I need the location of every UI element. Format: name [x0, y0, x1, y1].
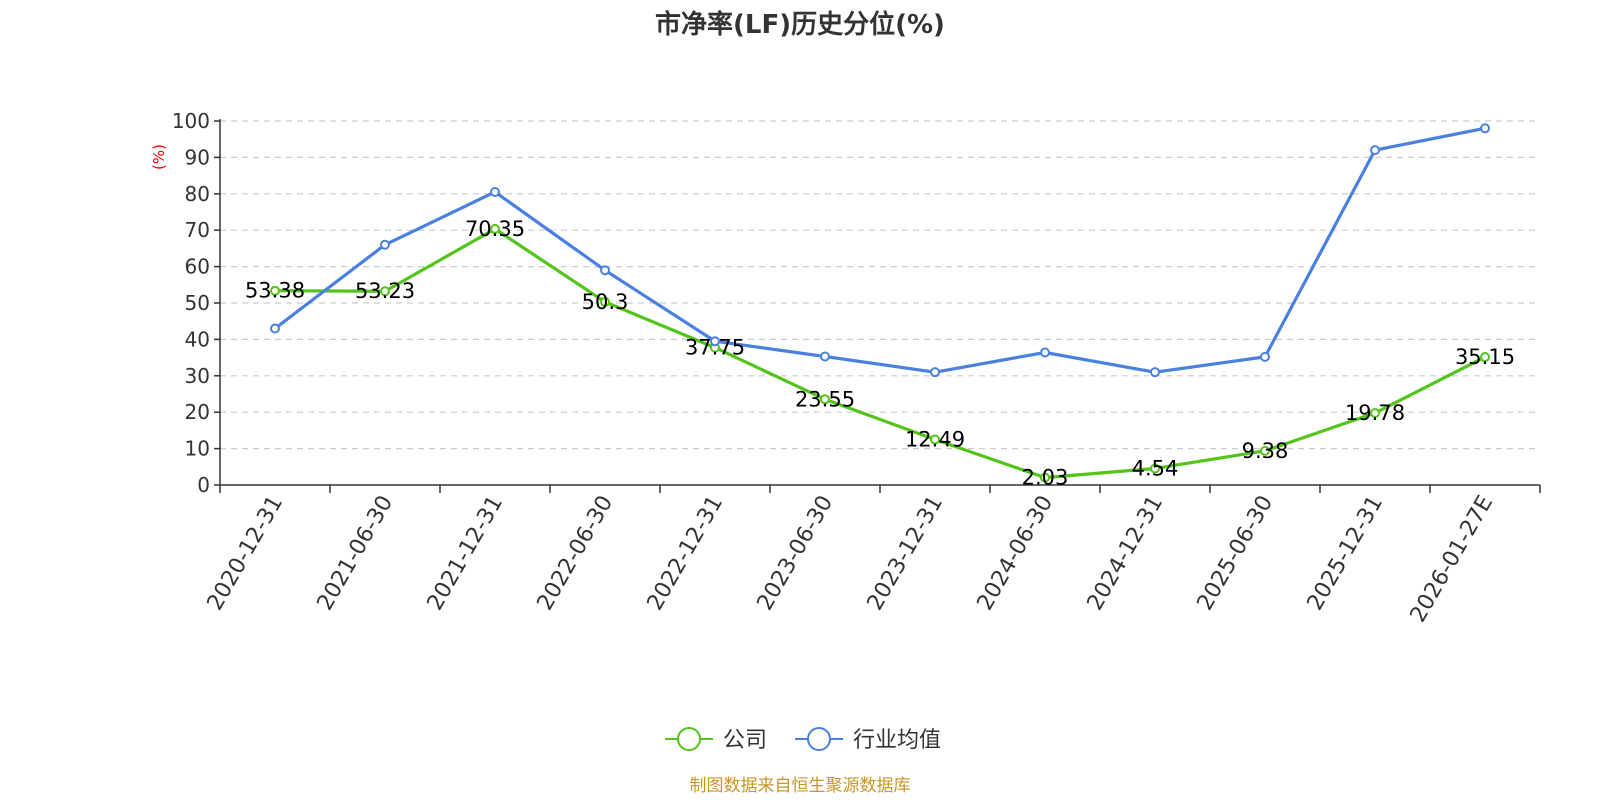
data-point[interactable]: [1370, 145, 1380, 156]
legend-item-1[interactable]: 行业均值: [795, 727, 941, 753]
x-tick-label: 2021-06-30: [313, 492, 399, 615]
data-point[interactable]: [380, 239, 390, 250]
x-tick-label: 2025-06-30: [1193, 492, 1279, 615]
data-labels: 53.38 53.23 70.35 50.3 37.75 23.55 12.49 2.03 4.…: [245, 217, 1515, 490]
y-tick-label: 30: [185, 364, 210, 388]
data-label: 37.75: [685, 336, 745, 360]
x-tick-label: 2026-01-27E: [1406, 492, 1499, 627]
x-tick-label: 2021-12-31: [423, 492, 509, 615]
data-label: 23.55: [795, 387, 855, 411]
data-point[interactable]: [1150, 367, 1160, 378]
data-point[interactable]: [1260, 445, 1270, 456]
data-point[interactable]: [820, 394, 830, 405]
y-tick-label: 80: [185, 182, 210, 206]
data-label: 35.15: [1455, 345, 1515, 369]
source-note: 制图数据来自恒生聚源数据库: [690, 776, 911, 796]
data-point[interactable]: [1040, 472, 1050, 483]
series-line-1: [274, 126, 1486, 374]
x-tick-label: 2022-12-31: [643, 492, 729, 615]
data-point[interactable]: [270, 323, 280, 334]
x-tick-label: 2025-12-31: [1303, 492, 1389, 615]
data-point[interactable]: [1150, 463, 1160, 474]
y-tick-label: 40: [185, 327, 210, 351]
grid-lines: [220, 120, 1540, 450]
data-label: 4.54: [1132, 456, 1179, 480]
y-tick-label: 60: [185, 255, 210, 279]
series-line-0: [274, 227, 1486, 480]
legend[interactable]: 公司 行业均值: [665, 727, 941, 753]
y-axis-label: (%): [150, 144, 168, 170]
data-point[interactable]: [710, 336, 720, 347]
data-label: 70.35: [465, 217, 525, 241]
data-label: 9.38: [1242, 439, 1289, 463]
legend-label: 公司: [723, 728, 767, 753]
y-axis-ticks: 0 10 20 30 40 50 60 70 80 90 100: [172, 109, 210, 497]
data-label: 50.3: [582, 290, 629, 314]
legend-circle-icon: [677, 727, 701, 751]
y-tick-label: 50: [185, 291, 210, 315]
data-point[interactable]: [930, 367, 940, 378]
legend-circle-icon: [807, 727, 831, 751]
data-label: 2.03: [1022, 466, 1069, 490]
data-label: 12.49: [905, 428, 965, 452]
data-point[interactable]: [930, 434, 940, 445]
y-tick-label: 0: [197, 473, 210, 497]
y-tick-label: 100: [172, 109, 210, 133]
data-point[interactable]: [600, 296, 610, 307]
y-tick-label: 10: [185, 437, 210, 461]
data-point[interactable]: [820, 351, 830, 362]
axes: [214, 119, 1541, 493]
data-point[interactable]: [1260, 351, 1270, 362]
data-label: 53.23: [355, 279, 415, 303]
x-tick-label: 2023-06-30: [753, 492, 839, 615]
legend-label: 行业均值: [853, 728, 941, 753]
data-point[interactable]: [600, 265, 610, 276]
data-label: 53.38: [245, 279, 305, 303]
data-point[interactable]: [490, 186, 500, 197]
y-tick-label: 90: [185, 145, 210, 169]
data-point[interactable]: [1040, 347, 1050, 358]
y-tick-label: 20: [185, 400, 210, 424]
x-axis-ticks: 2020-12-31 2021-06-30 2021-12-31 2022-06-30…: [203, 492, 1499, 627]
x-tick-label: 2023-12-31: [863, 492, 949, 615]
chart-title: 市净率(LF)历史分位(%): [655, 9, 945, 40]
data-label: 19.78: [1345, 401, 1405, 425]
data-point[interactable]: [490, 223, 500, 234]
x-tick-label: 2024-12-31: [1083, 492, 1169, 615]
data-point[interactable]: [1480, 123, 1490, 134]
y-tick-label: 70: [185, 218, 210, 242]
x-tick-label: 2024-06-30: [973, 492, 1059, 615]
x-tick-label: 2022-06-30: [533, 492, 619, 615]
data-point[interactable]: [380, 286, 390, 297]
series-group: [270, 123, 1490, 483]
legend-item-0[interactable]: 公司: [665, 727, 767, 753]
data-point[interactable]: [1480, 352, 1490, 363]
data-point[interactable]: [270, 285, 280, 296]
x-tick-label: 2020-12-31: [203, 492, 289, 615]
data-point[interactable]: [1370, 408, 1380, 419]
